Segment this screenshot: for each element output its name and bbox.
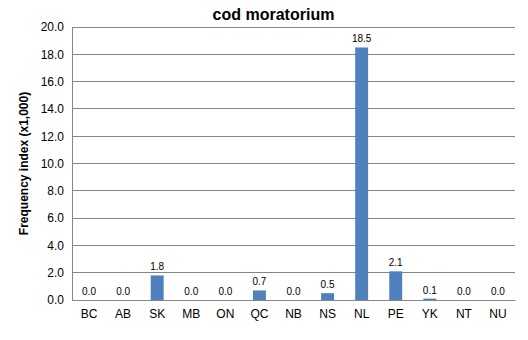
- x-tick-label: NB: [285, 307, 302, 321]
- grid-line: [72, 108, 515, 109]
- x-tick-label: MB: [182, 307, 200, 321]
- y-tick: 10.0: [41, 157, 65, 171]
- y-tick-label: 8.0: [47, 184, 64, 198]
- bar: [151, 275, 164, 300]
- y-tick: 16.0: [41, 75, 65, 89]
- data-label: 0.1: [423, 285, 437, 296]
- grid-line: [72, 27, 515, 28]
- y-axis-title: Frequency index (x1,000): [17, 92, 31, 235]
- x-tick: NT: [456, 307, 473, 321]
- grid: [72, 27, 515, 300]
- plot: 0.0 2.0 4.0 6.0 8.0 10.0 12.0 14.0 16.0 18.0 20.0 B…: [41, 20, 516, 320]
- x-tick-label: YK: [422, 307, 438, 321]
- title: cod moratorium: [213, 6, 335, 23]
- x-tick-label: QC: [250, 307, 268, 321]
- bar: [117, 300, 130, 301]
- y-tick-label: 18.0: [41, 48, 65, 62]
- grid-line: [72, 245, 515, 246]
- data-label: 0.5: [321, 279, 335, 290]
- x-tick: NU: [489, 307, 506, 321]
- y-tick-label: 12.0: [41, 130, 65, 144]
- x-tick-label: NL: [354, 307, 370, 321]
- grid-line: [72, 218, 515, 219]
- data-label: 0.0: [218, 286, 232, 297]
- bar: [253, 290, 266, 300]
- x-tick: NS: [319, 307, 336, 321]
- y-tick-label: 16.0: [41, 75, 65, 89]
- y-tick: 4.0: [47, 239, 64, 253]
- bar: [389, 271, 402, 300]
- bar: [423, 299, 436, 300]
- y-tick: 0.0: [47, 293, 64, 307]
- x-tick-label: SK: [149, 307, 165, 321]
- chart: 0.0 2.0 4.0 6.0 8.0 10.0 12.0 14.0 16.0 18.0 20.0 B…: [0, 0, 528, 340]
- y-tick: 20.0: [41, 20, 65, 34]
- x-tick: MB: [182, 307, 200, 321]
- data-label: 0.0: [184, 286, 198, 297]
- y-axis-line: [72, 28, 73, 301]
- y-tick: 18.0: [41, 48, 65, 62]
- bars: [151, 47, 437, 300]
- x-axis: BC AB SK MB ON QC NB NS NL PE YK NT NU: [73, 301, 516, 321]
- y-tick: 12.0: [41, 130, 65, 144]
- y-tick-label: 4.0: [47, 239, 64, 253]
- x-axis-line: [73, 300, 516, 301]
- grid-line: [72, 163, 515, 164]
- x-tick: SK: [149, 307, 165, 321]
- y-tick-label: 14.0: [41, 102, 65, 116]
- x-tick-label: NT: [456, 307, 473, 321]
- y-tick: 2.0: [47, 266, 64, 280]
- y-tick-label: 6.0: [47, 211, 64, 225]
- x-tick: NL: [354, 307, 370, 321]
- grid-line: [72, 136, 515, 137]
- y-tick-label: 2.0: [47, 266, 64, 280]
- x-tick: BC: [81, 307, 98, 321]
- x-tick: ON: [216, 307, 234, 321]
- x-tick-label: ON: [216, 307, 234, 321]
- x-tick-label: NU: [489, 307, 506, 321]
- x-tick: QC: [250, 307, 268, 321]
- x-tick: PE: [388, 307, 404, 321]
- y-tick: 6.0: [47, 211, 64, 225]
- grid-line: [72, 272, 515, 273]
- bar: [287, 300, 300, 301]
- y-tick: 14.0: [41, 102, 65, 116]
- bar: [219, 300, 232, 301]
- data-label: 18.5: [352, 33, 372, 44]
- bar: [355, 47, 368, 300]
- grid-line: [72, 300, 515, 301]
- grid-line: [72, 81, 515, 82]
- data-label: 2.1: [389, 257, 403, 268]
- bar: [83, 300, 96, 301]
- data-label: 0.0: [491, 286, 505, 297]
- x-tick-label: AB: [115, 307, 131, 321]
- data-label: 0.0: [82, 286, 96, 297]
- x-tick: NB: [285, 307, 302, 321]
- x-tick-label: PE: [388, 307, 404, 321]
- bar: [491, 300, 504, 301]
- data-label: 0.0: [287, 286, 301, 297]
- y-tick-label: 0.0: [47, 293, 64, 307]
- data-label: 0.0: [116, 286, 130, 297]
- x-tick-label: BC: [81, 307, 98, 321]
- data-label: 0.7: [252, 276, 266, 287]
- data-label: 1.8: [150, 261, 164, 272]
- x-tick: AB: [115, 307, 131, 321]
- data-label: 0.0: [457, 286, 471, 297]
- y-tick-label: 10.0: [41, 157, 65, 171]
- bar: [457, 300, 470, 301]
- y-tick: 8.0: [47, 184, 64, 198]
- data-labels: 0.0 0.0 1.8 0.0 0.0 0.7 0.0 0.5 18.5 2.1 0.1 0.0 0.0: [82, 33, 505, 297]
- x-tick: YK: [422, 307, 438, 321]
- bar: [185, 300, 198, 301]
- y-axis: 0.0 2.0 4.0 6.0 8.0 10.0 12.0 14.0 16.0 18.0 20.0: [41, 20, 73, 307]
- grid-line: [72, 54, 515, 55]
- x-tick-label: NS: [319, 307, 336, 321]
- y-tick-label: 20.0: [41, 20, 65, 34]
- grid-line: [72, 190, 515, 191]
- bar: [321, 293, 334, 300]
